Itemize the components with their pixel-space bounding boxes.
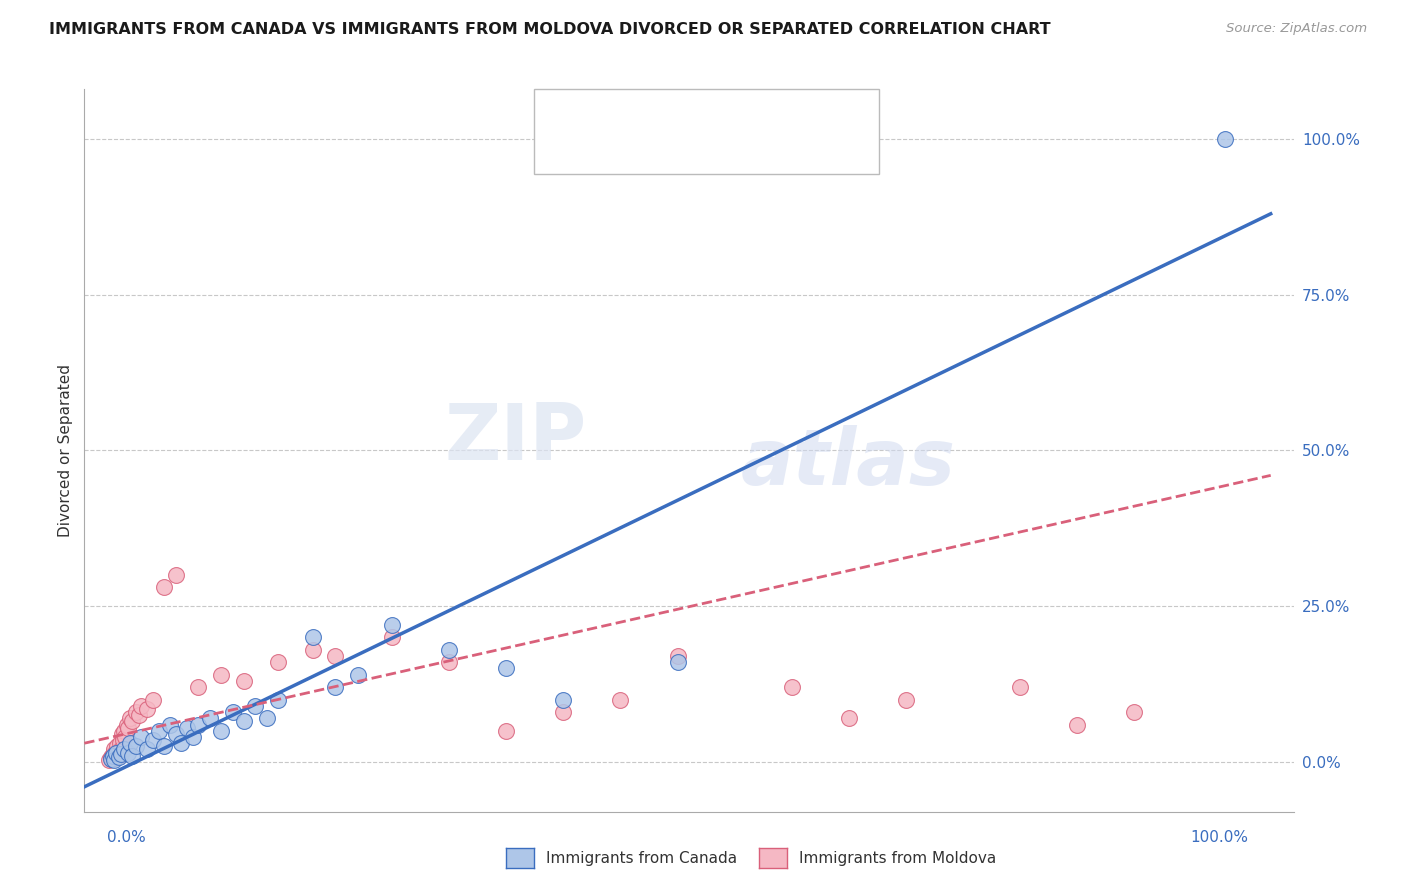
Point	[159, 717, 181, 731]
Point	[121, 714, 143, 729]
Point	[112, 742, 135, 756]
Point	[128, 708, 150, 723]
Point	[136, 702, 159, 716]
Text: N =: N =	[697, 139, 741, 154]
Text: 0.846: 0.846	[641, 103, 689, 119]
Point	[209, 723, 232, 738]
Text: 0.166: 0.166	[641, 139, 689, 154]
Point	[105, 746, 128, 760]
Point	[110, 747, 132, 762]
Point	[381, 630, 404, 644]
Point	[323, 680, 346, 694]
Point	[98, 753, 121, 767]
Point	[101, 747, 124, 762]
Point	[136, 742, 159, 756]
Text: 44: 44	[747, 139, 768, 154]
Point	[233, 714, 256, 729]
Point	[112, 723, 135, 738]
Point	[780, 680, 803, 694]
Text: 100.0%: 100.0%	[1189, 830, 1249, 846]
Point	[153, 739, 176, 754]
Point	[112, 733, 135, 747]
Point	[100, 752, 122, 766]
Point	[114, 730, 136, 744]
Text: 0.0%: 0.0%	[107, 830, 146, 846]
Point	[1213, 132, 1236, 146]
Point	[1008, 680, 1031, 694]
Point	[553, 692, 575, 706]
Point	[118, 711, 141, 725]
Point	[209, 667, 232, 681]
Point	[125, 739, 148, 754]
Point	[107, 748, 129, 763]
Point	[495, 661, 517, 675]
Point	[142, 733, 165, 747]
Point	[181, 730, 204, 744]
Point	[131, 730, 153, 744]
Text: Immigrants from Moldova: Immigrants from Moldova	[799, 851, 995, 865]
Text: 38: 38	[747, 103, 768, 119]
Point	[439, 642, 461, 657]
Point	[153, 581, 176, 595]
Point	[666, 648, 689, 663]
Point	[221, 705, 243, 719]
Text: ZIP: ZIP	[444, 400, 586, 476]
Point	[553, 705, 575, 719]
Point	[267, 692, 290, 706]
Point	[103, 742, 125, 756]
Point	[103, 753, 125, 767]
Point	[301, 630, 323, 644]
Point	[666, 655, 689, 669]
Point	[107, 739, 129, 754]
Point	[838, 711, 860, 725]
Point	[256, 711, 278, 725]
Point	[100, 750, 122, 764]
Point	[1122, 705, 1144, 719]
Point	[118, 736, 141, 750]
Text: N =: N =	[697, 103, 741, 119]
Point	[170, 736, 193, 750]
Point	[142, 692, 165, 706]
Point	[104, 746, 127, 760]
Point	[117, 721, 139, 735]
Point	[115, 717, 138, 731]
Point	[187, 717, 209, 731]
Point	[165, 568, 187, 582]
Point	[121, 748, 143, 763]
Point	[894, 692, 917, 706]
Point	[347, 667, 370, 681]
Point	[233, 673, 256, 688]
Point	[381, 618, 404, 632]
Point	[111, 727, 134, 741]
Point	[198, 711, 221, 725]
Text: Immigrants from Canada: Immigrants from Canada	[546, 851, 737, 865]
Point	[131, 698, 153, 713]
Point	[267, 655, 290, 669]
Point	[495, 723, 517, 738]
Point	[187, 680, 209, 694]
Point	[323, 648, 346, 663]
Point	[110, 742, 132, 756]
Point	[101, 748, 124, 763]
Point	[176, 721, 198, 735]
Point	[165, 727, 187, 741]
Text: IMMIGRANTS FROM CANADA VS IMMIGRANTS FROM MOLDOVA DIVORCED OR SEPARATED CORRELAT: IMMIGRANTS FROM CANADA VS IMMIGRANTS FRO…	[49, 22, 1050, 37]
Text: R =: R =	[595, 103, 633, 119]
Point	[125, 705, 148, 719]
Text: R =: R =	[595, 139, 633, 154]
Point	[1066, 717, 1088, 731]
Point	[439, 655, 461, 669]
Text: atlas: atlas	[741, 425, 956, 501]
Point	[117, 746, 139, 760]
Text: Source: ZipAtlas.com: Source: ZipAtlas.com	[1226, 22, 1367, 36]
Point	[245, 698, 267, 713]
Point	[107, 750, 129, 764]
Y-axis label: Divorced or Separated: Divorced or Separated	[58, 364, 73, 537]
Point	[301, 642, 323, 657]
Point	[105, 750, 128, 764]
Point	[100, 752, 122, 766]
Point	[108, 736, 131, 750]
Point	[148, 723, 170, 738]
Point	[609, 692, 631, 706]
